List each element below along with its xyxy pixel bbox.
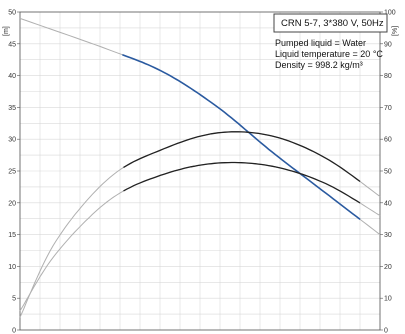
right-tick-label: 80: [384, 73, 392, 80]
info-line-2: Liquid temperature = 20 °C: [275, 49, 383, 59]
right-tick-label: 40: [384, 200, 392, 207]
right-axis-ticks: 0 10 20 30 40 50 60 70 80 90 100: [380, 10, 396, 334]
right-tick-label: 10: [384, 296, 392, 303]
left-tick-label: 0: [12, 328, 16, 334]
right-tick-label: 0: [384, 328, 388, 334]
right-tick-label: 70: [384, 105, 392, 112]
right-tick-label: 60: [384, 137, 392, 144]
left-tick-label: 25: [8, 169, 16, 176]
left-tick-label: 45: [8, 41, 16, 48]
series-efficiency_lower-active: [123, 161, 361, 204]
info-box: CRN 5-7, 3*380 V, 50Hz Pumped liquid = W…: [273, 13, 388, 70]
info-line-3: Density = 998.2 kg/m³: [275, 60, 363, 70]
right-tick-label: 30: [384, 232, 392, 239]
left-tick-label: 30: [8, 137, 16, 144]
left-tick-label: 35: [8, 105, 16, 112]
left-axis-unit: [m]: [3, 26, 10, 36]
left-tick-label: 20: [8, 200, 16, 207]
series-lines: [19, 17, 381, 318]
left-tick-label: 50: [8, 10, 16, 17]
info-line-1: Pumped liquid = Water: [275, 38, 366, 48]
series-head-active: [122, 53, 361, 221]
left-axis-ticks: 0 5 10 15 20 25 30 35 40 45 50: [8, 10, 20, 334]
left-tick-label: 10: [8, 264, 16, 271]
right-tick-label: 90: [384, 41, 392, 48]
series-efficiency_upper-active: [123, 131, 361, 183]
left-tick-label: 15: [8, 232, 16, 239]
left-tick-label: 40: [8, 73, 16, 80]
chart-title: CRN 5-7, 3*380 V, 50Hz: [281, 18, 384, 29]
right-tick-label: 20: [384, 264, 392, 271]
left-tick-label: 5: [12, 296, 16, 303]
title-box: [273, 13, 388, 33]
right-axis-unit: [%]: [392, 26, 399, 36]
right-tick-label: 50: [384, 169, 392, 176]
right-tick-label: 100: [384, 10, 396, 17]
